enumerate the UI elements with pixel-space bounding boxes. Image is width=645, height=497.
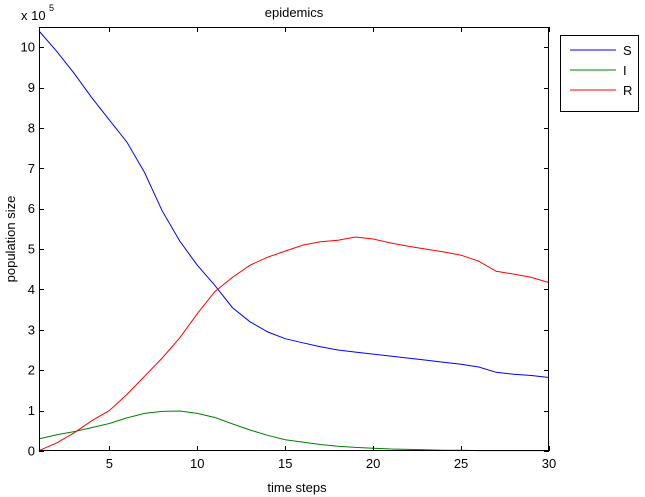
chart-title: epidemics xyxy=(265,5,324,20)
x-tick-label: 20 xyxy=(366,456,380,471)
y-multiplier-exponent: 5 xyxy=(49,3,54,13)
y-tick-label: 8 xyxy=(28,120,35,135)
y-tick-label: 7 xyxy=(28,161,35,176)
y-tick-label: 1 xyxy=(28,403,35,418)
plot-frame xyxy=(39,27,549,451)
y-tick-label: 9 xyxy=(28,80,35,95)
series-line-s xyxy=(38,30,550,378)
y-axis-label: population size xyxy=(3,196,18,283)
x-tick-label: 25 xyxy=(454,456,468,471)
legend-label-i: I xyxy=(623,63,627,78)
axes-layer: 5 10 15 20 25 30 0 1 2 3 4 5 6 7 8 9 10 xyxy=(21,27,556,471)
y-tick-label: 2 xyxy=(28,363,35,378)
legend-label-s: S xyxy=(623,43,632,58)
y-tick-label: 10 xyxy=(21,40,35,55)
legend-label-r: R xyxy=(623,83,632,98)
y-tick-label: 6 xyxy=(28,201,35,216)
series-line-r xyxy=(38,236,550,452)
x-tick-label: 5 xyxy=(106,456,113,471)
x-tick-label: 30 xyxy=(542,456,556,471)
legend-box xyxy=(560,35,639,112)
y-tick-label: 0 xyxy=(28,444,35,459)
x-axis-label: time steps xyxy=(267,480,327,495)
plot-area xyxy=(39,27,549,451)
y-multiplier-base: x 10 xyxy=(21,8,46,23)
y-tick-label: 5 xyxy=(28,242,35,257)
y-tick-label: 4 xyxy=(28,282,35,297)
y-tick-label: 3 xyxy=(28,322,35,337)
x-tick-label: 10 xyxy=(190,456,204,471)
legend: SIR xyxy=(560,35,639,112)
x-tick-label: 15 xyxy=(278,456,292,471)
